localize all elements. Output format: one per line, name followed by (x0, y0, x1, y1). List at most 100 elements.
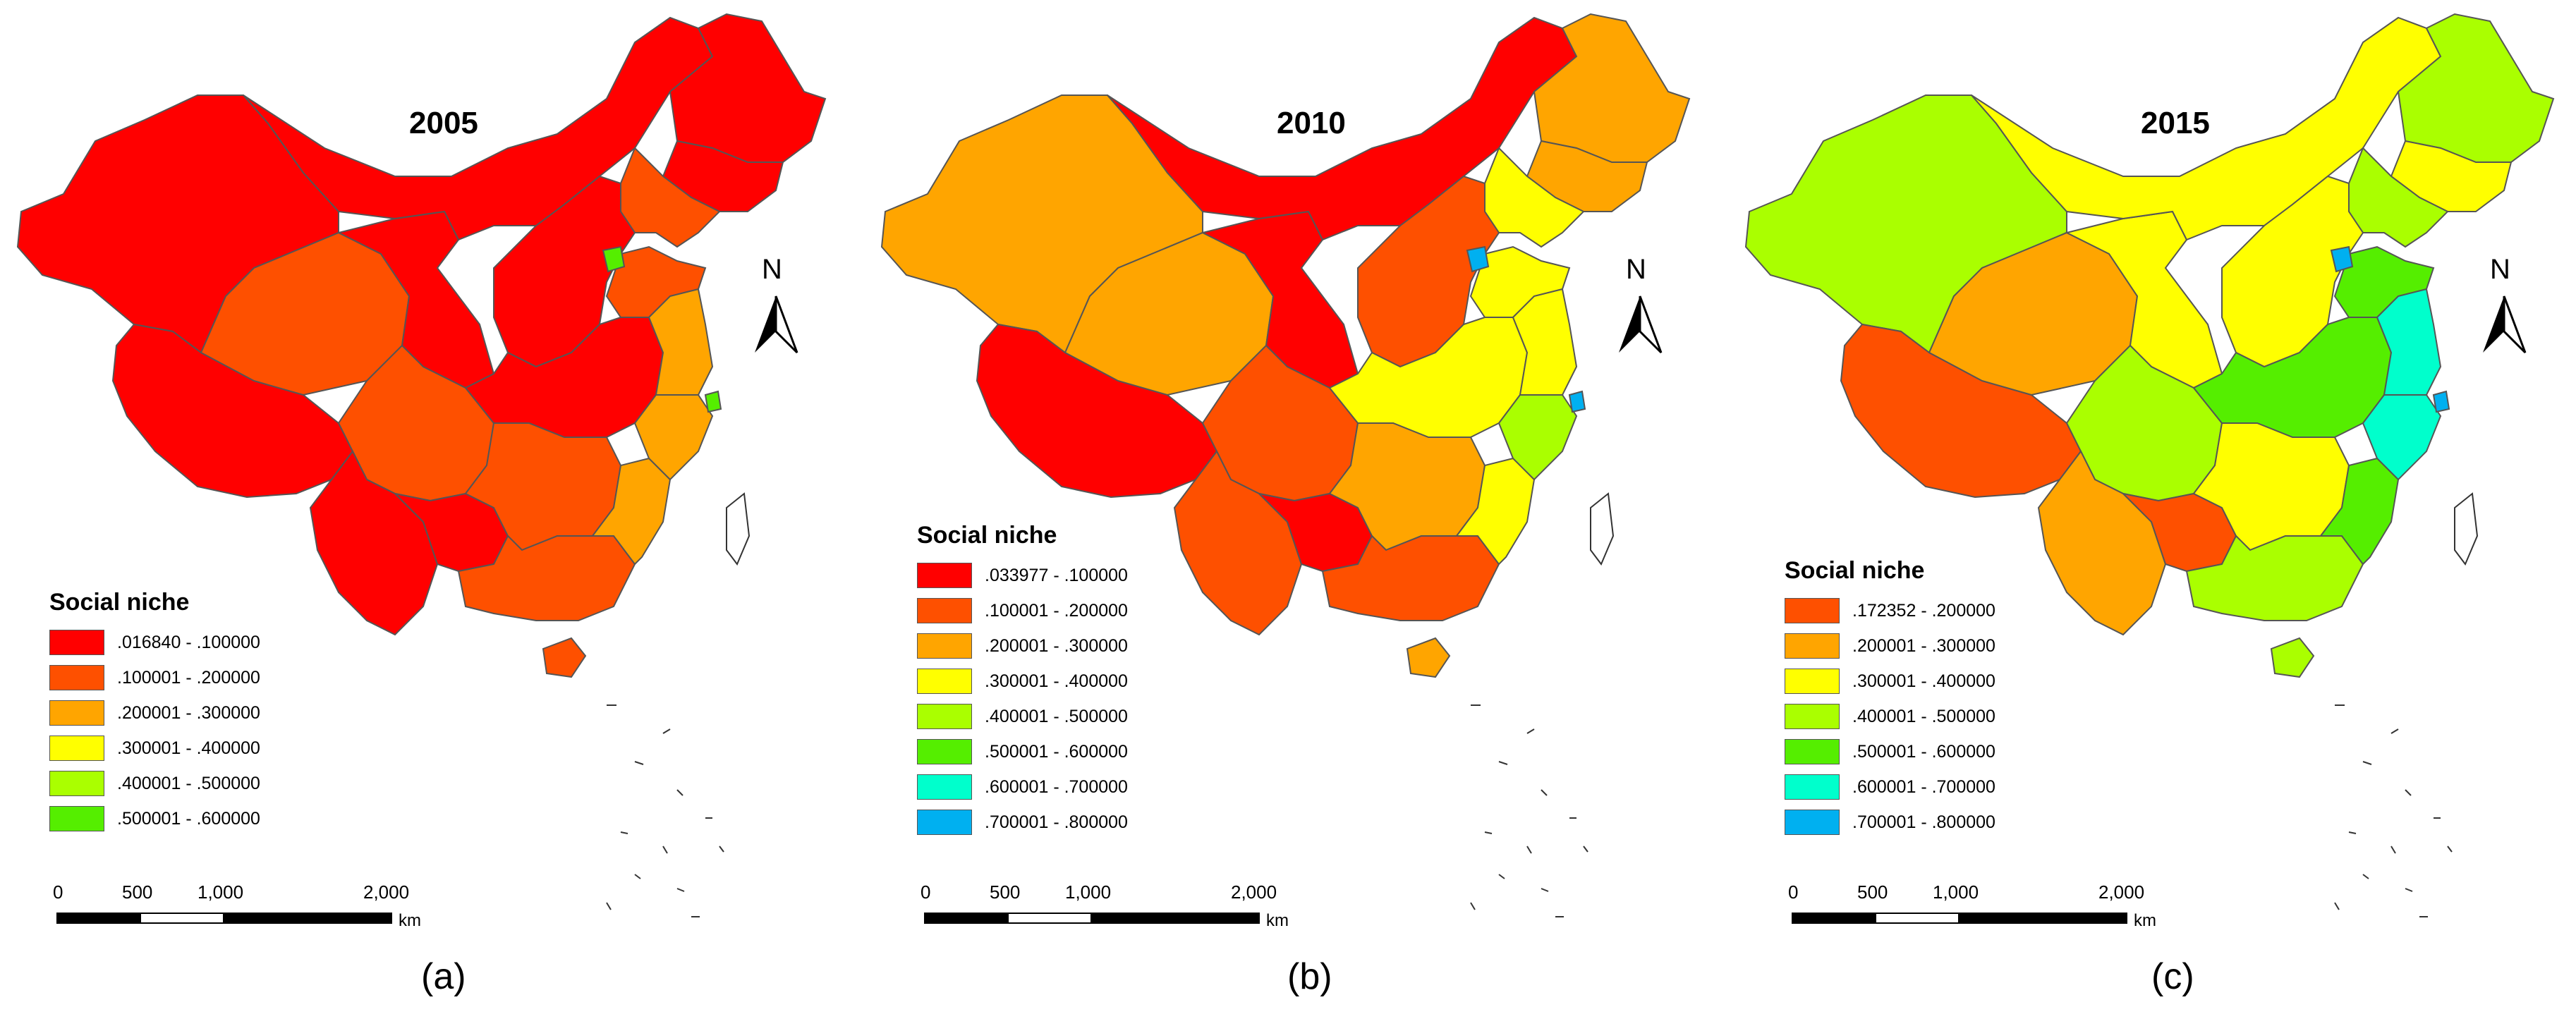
legend-item: .033977 - .100000 (917, 558, 1128, 593)
legend-swatch (917, 739, 972, 764)
map-panel-2015: 2015 N Social niche .172352 - .200000 .20… (1728, 0, 2576, 1019)
legend-swatch (1785, 633, 1840, 659)
island-dash (1541, 789, 1548, 796)
scale-tick-0: 0 (53, 881, 63, 903)
legend-title: Social niche (917, 522, 1057, 549)
legend-label: .400001 - .500000 (1852, 706, 1995, 726)
legend-swatch (917, 704, 972, 729)
legend-item: .300001 - .400000 (917, 664, 1128, 699)
region-hainan (1406, 637, 1451, 678)
legend-label: .300001 - .400000 (985, 671, 1128, 691)
scale-segment-1 (924, 913, 1009, 924)
legend-label: .016840 - .100000 (117, 632, 260, 652)
region-heilongjiang (1533, 13, 1691, 163)
legend-swatch (1785, 810, 1840, 835)
legend-swatch (917, 810, 972, 835)
china-map-2010 (880, 13, 1691, 917)
legend-label: .200001 - .300000 (1852, 635, 1995, 656)
region-fujian (2319, 457, 2400, 566)
legend-swatch (1785, 704, 1840, 729)
legend-item: .200001 - .300000 (1785, 628, 1995, 664)
scale-segment-2 (1875, 913, 1960, 924)
legend-item: .500001 - .600000 (1785, 734, 1995, 769)
island-dash (1470, 902, 1476, 910)
legend: Social niche .033977 - .100000 .100001 - … (917, 522, 1128, 840)
legend-label: .200001 - .300000 (985, 635, 1128, 656)
legend-label: .300001 - .400000 (1852, 671, 1995, 691)
legend-swatch (49, 665, 104, 690)
island-dash (662, 846, 668, 854)
legend-swatch (917, 669, 972, 694)
island-taiwan (726, 492, 751, 566)
north-arrow-right (2503, 295, 2527, 354)
map-title: 2005 (409, 106, 478, 140)
legend-label: .400001 - .500000 (985, 706, 1128, 726)
region-zhejiang (633, 394, 714, 481)
island-dash (1498, 874, 1505, 879)
legend-item: .200001 - .300000 (49, 695, 260, 731)
scale-segment-2 (140, 913, 224, 924)
island-dash (2405, 789, 2412, 796)
legend-swatch (917, 563, 972, 588)
legend-item: .300001 - .400000 (1785, 664, 1995, 699)
region-beijing (1466, 245, 1490, 273)
region-beijing (602, 245, 626, 273)
legend-label: .500001 - .600000 (117, 808, 260, 829)
region-shanghai (704, 390, 722, 413)
scale-segment-1 (1792, 913, 1876, 924)
north-arrow-right (1639, 295, 1663, 354)
legend-swatch (917, 774, 972, 800)
legend-label: .100001 - .200000 (117, 667, 260, 688)
legend-items: .033977 - .100000 .100001 - .200000 .20000… (917, 558, 1128, 840)
island-dash (676, 888, 685, 892)
region-zhejiang (1497, 394, 1578, 481)
island-dash (719, 846, 724, 853)
region-heilongjiang (2397, 13, 2555, 163)
north-arrow-label: N (2490, 254, 2510, 285)
legend-swatch (1785, 598, 1840, 623)
legend-item: .400001 - .500000 (1785, 699, 1995, 734)
legend-swatch (1785, 669, 1840, 694)
region-fujian (591, 457, 672, 566)
island-dash (2334, 902, 2340, 910)
legend-item: .600001 - .700000 (917, 769, 1128, 805)
island-taiwan (1590, 492, 1615, 566)
region-north (493, 175, 636, 368)
legend-item: .016840 - .100000 (49, 625, 260, 660)
north-arrow-label: N (762, 254, 782, 285)
region-beijing (2330, 245, 2354, 273)
legend-item: .400001 - .500000 (917, 699, 1128, 734)
island-dash (1526, 846, 1532, 854)
island-dash (2348, 831, 2357, 834)
legend-swatch (1785, 739, 1840, 764)
legend-title: Social niche (1785, 557, 1925, 584)
island-dash (2447, 846, 2453, 853)
island-dash (2390, 846, 2396, 854)
scale-tick-2000: 2,000 (363, 881, 410, 903)
region-jiangsu (648, 288, 714, 396)
legend-label: .172352 - .200000 (1852, 600, 1995, 621)
china-map-2005 (16, 13, 827, 917)
legend-label: .400001 - .500000 (117, 773, 260, 793)
island-dash (2362, 761, 2372, 765)
island-dash (1541, 888, 1549, 892)
island-taiwan (2454, 492, 2479, 566)
legend-label: .100001 - .200000 (985, 600, 1128, 621)
map-title: 2015 (2141, 106, 2210, 140)
region-yunnan (2037, 450, 2167, 636)
legend-item: .100001 - .200000 (917, 593, 1128, 628)
island-dash (1484, 831, 1493, 834)
region-yunnan (1173, 450, 1303, 636)
scale-tick-0: 0 (1788, 881, 1799, 903)
legend-label: .600001 - .700000 (985, 776, 1128, 797)
panel-caption: (a) (421, 956, 466, 997)
island-dash (662, 728, 671, 734)
north-arrow-left (755, 296, 776, 353)
legend-swatch (917, 598, 972, 623)
region-north (2221, 175, 2364, 368)
china-map-2015 (1744, 13, 2555, 917)
region-inner-mongolia (1971, 16, 2442, 241)
island-dash (2405, 888, 2413, 892)
scale-segment-1 (56, 913, 141, 924)
scale-tick-0: 0 (921, 881, 931, 903)
